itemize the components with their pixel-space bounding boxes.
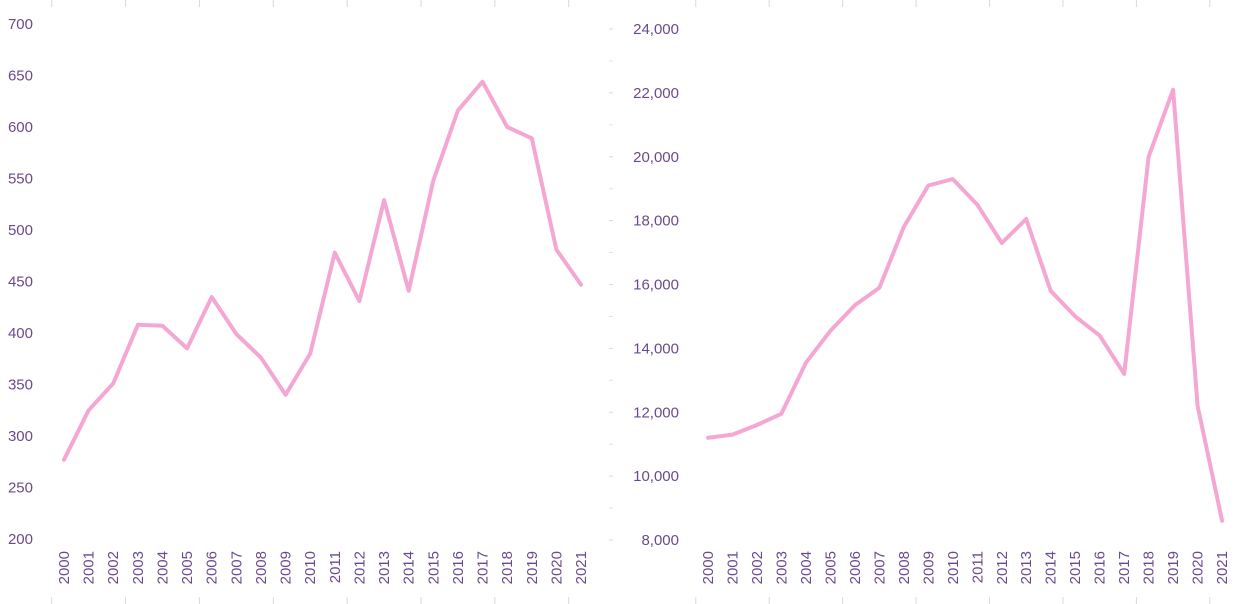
right-x-tick-label: 2015 (1067, 551, 1084, 584)
right-y-tick-label: 22,000 (633, 85, 679, 102)
left-y-tick-label: 450 (8, 274, 33, 291)
right-x-tick-label: 2017 (1116, 551, 1133, 584)
left-x-tick-label: 2009 (278, 551, 295, 584)
left-x-tick-label: 2008 (253, 551, 270, 584)
right-x-tick-label: 2014 (1043, 551, 1060, 584)
left-x-tick-label: 2018 (499, 551, 516, 584)
right-x-tick-label: 2008 (896, 551, 913, 584)
right-x-tick-label: 2005 (822, 551, 839, 584)
left-y-tick-label: 500 (8, 222, 33, 239)
left-x-tick-label: 2004 (154, 551, 171, 584)
right-x-tick-label: 2021 (1214, 551, 1231, 584)
left-series-line (62, 79, 583, 462)
right-x-tick-label: 2002 (749, 551, 766, 584)
right-y-tick-label: 12,000 (633, 404, 679, 421)
right-x-tick-label: 2004 (798, 551, 815, 584)
right-x-tick-label: 2006 (847, 551, 864, 584)
left-x-tick-label: 2016 (450, 551, 467, 584)
left-x-tick-label: 2002 (105, 551, 122, 584)
right-y-tick-label: 8,000 (641, 532, 679, 549)
left-y-tick-label: 600 (8, 119, 33, 136)
left-y-tick-label: 200 (8, 531, 33, 548)
left-x-tick-label: 2006 (204, 551, 221, 584)
left-x-tick-label: 2014 (401, 551, 418, 584)
right-y-tick-label: 24,000 (633, 21, 679, 38)
right-x-tick-label: 2016 (1092, 551, 1109, 584)
left-y-tick-label: 550 (8, 171, 33, 188)
left-x-tick-label: 2005 (179, 551, 196, 584)
right-series-line (706, 87, 1225, 523)
left-x-tick-label: 2003 (130, 551, 147, 584)
left-x-tick-label: 2013 (376, 551, 393, 584)
right-x-tick-label: 2010 (945, 551, 962, 584)
left-x-tick-label: 2007 (228, 551, 245, 584)
left-x-tick-label: 2000 (56, 551, 73, 584)
left-y-tick-label: 650 (8, 68, 33, 85)
right-x-tick-label: 2012 (994, 551, 1011, 584)
left-x-tick-label: 2015 (425, 551, 442, 584)
left-x-tick-label: 2011 (327, 551, 344, 583)
right-y-tick-label: 20,000 (633, 149, 679, 166)
right-y-tick-label: 10,000 (633, 468, 679, 485)
right-x-tick-label: 2013 (1018, 551, 1035, 584)
right-x-tick-label: 2000 (700, 551, 717, 584)
right-x-tick-label: 2003 (773, 551, 790, 584)
left-x-tick-label: 2021 (573, 551, 590, 584)
right-y-tick-label: 16,000 (633, 277, 679, 294)
left-x-tick-label: 2019 (524, 551, 541, 584)
right-x-tick-label: 2009 (920, 551, 937, 584)
right-x-tick-label: 2007 (871, 551, 888, 584)
right-x-tick-label: 2018 (1141, 551, 1158, 584)
right-x-tick-label: 2019 (1165, 551, 1182, 584)
left-y-tick-label: 250 (8, 480, 33, 497)
left-x-tick-label: 2020 (548, 551, 565, 584)
left-x-tick-label: 2012 (351, 551, 368, 584)
right-x-tick-label: 2011 (969, 551, 986, 583)
right-x-tick-label: 2001 (724, 551, 741, 584)
right-y-tick-label: 14,000 (633, 340, 679, 357)
left-x-tick-label: 2010 (302, 551, 319, 584)
left-x-tick-label: 2017 (475, 551, 492, 584)
right-x-tick-label: 2020 (1190, 551, 1207, 584)
left-x-tick-label: 2001 (81, 551, 98, 584)
left-chart-panel: 200 250 300 350 400 450 500 550 600 650 700 2000 200… (8, 0, 590, 604)
right-chart-panel: 8,000 10,000 12,000 14,000 16,000 18,000 20,00… (609, 0, 1231, 604)
right-y-tick-label: 18,000 (633, 213, 679, 230)
left-y-tick-label: 400 (8, 325, 33, 342)
left-y-tick-label: 700 (8, 16, 33, 33)
left-y-tick-label: 350 (8, 377, 33, 394)
left-y-tick-label: 300 (8, 428, 33, 445)
